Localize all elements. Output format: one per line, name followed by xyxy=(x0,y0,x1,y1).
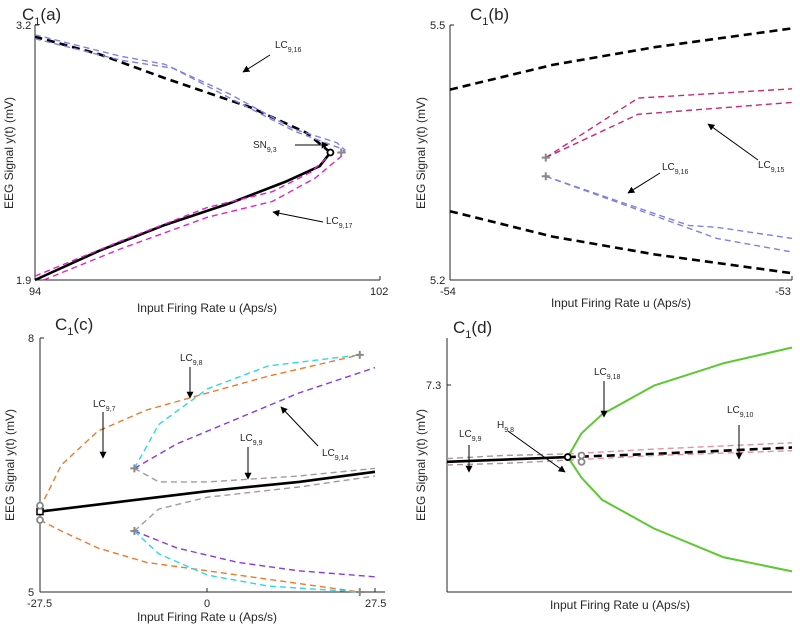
arrow-c-lc914 xyxy=(280,406,319,447)
panel-a-axes xyxy=(34,25,380,281)
panel-c-marker-3 xyxy=(130,464,139,473)
panel-b-plot xyxy=(449,27,793,275)
panel-b-ytick-top: 5.5 xyxy=(430,20,445,32)
panel-a-series-5 xyxy=(34,149,338,277)
panel-a-xtick-right: 102 xyxy=(370,286,388,298)
panel-c-series-6 xyxy=(133,530,360,593)
panel-a-series-3 xyxy=(34,34,346,152)
panel-d-ytick: 7.3 xyxy=(426,380,441,392)
arrow-b-lc916 xyxy=(627,172,661,194)
panel-c-series-4 xyxy=(134,530,376,578)
panel-b-marker-1 xyxy=(541,172,550,181)
label-c-lc97: LC9,7 xyxy=(93,399,116,413)
panel-d-series-6 xyxy=(566,346,793,573)
panel-c-series-1 xyxy=(39,354,360,509)
label-b-lc916: LC9,16 xyxy=(662,162,689,176)
panel-d-series-0 xyxy=(446,455,568,464)
panel-d-series-3 xyxy=(446,459,568,466)
label-b-lc915: LC9,15 xyxy=(758,160,785,174)
panel-b-series-2 xyxy=(545,101,793,159)
label-c-lc98: LC9,8 xyxy=(180,353,203,367)
panel-d-title: C1(d) xyxy=(453,318,492,341)
panel-c-xlabel: Input Firing Rate u (Aps/s) xyxy=(137,610,277,624)
panel-a-plot xyxy=(34,34,346,282)
panel-a-title: C1(a) xyxy=(22,5,61,28)
panel-b-series-1 xyxy=(449,209,793,275)
label-d-lc918: LC9,18 xyxy=(594,367,621,381)
panel-a-series-0 xyxy=(34,151,332,282)
panel-c-xtick-mid: 0 xyxy=(204,598,210,610)
panel-a-ytick-top: 3.2 xyxy=(16,20,31,32)
panel-c-series-0 xyxy=(39,470,376,513)
panel-b-xlabel: Input Firing Rate u (Aps/s) xyxy=(551,296,691,310)
panel-c-xtick-left: -27.5 xyxy=(27,598,52,610)
panel-d-series-1 xyxy=(567,446,793,459)
arrow-a-lc916 xyxy=(242,54,271,73)
panel-b-series-3 xyxy=(545,88,793,159)
label-d-h98: H9,8 xyxy=(497,420,514,434)
panel-a-ytick-bottom: 1.9 xyxy=(16,275,31,287)
panel-c-ytick-bottom: 5 xyxy=(28,587,34,599)
panel-c-axes xyxy=(39,338,385,593)
panel-c-marker-5 xyxy=(355,350,364,359)
panel-d-marker-1 xyxy=(577,451,586,460)
label-a-lc917: LC9,17 xyxy=(326,216,353,230)
panel-a-marker-1 xyxy=(337,148,346,157)
annotation-arrows xyxy=(99,54,759,480)
panel-b-title: C1(b) xyxy=(470,5,509,28)
arrow-d-h98 xyxy=(507,430,566,473)
panel-a-series-1 xyxy=(34,35,332,154)
panel-b-xtick-right: -53 xyxy=(775,286,791,298)
panel-a-xtick-left: 94 xyxy=(29,286,41,298)
label-a-lc916: LC9,16 xyxy=(275,40,302,54)
panel-d-xlabel: Input Firing Rate u (Aps/s) xyxy=(550,598,690,612)
panel-c-series-5 xyxy=(133,354,360,469)
panel-c-series-7 xyxy=(134,467,376,483)
panel-b-ylabel: EEG Signal y(t) (mV) xyxy=(414,97,428,209)
panel-c-ytick-top: 8 xyxy=(28,333,34,345)
panel-c-marker-2 xyxy=(36,516,44,524)
panel-b-marker-0 xyxy=(541,153,550,162)
panel-c-xtick-right: 27.5 xyxy=(365,598,386,610)
panel-b-series-4 xyxy=(545,175,793,253)
arrow-a-lc917 xyxy=(272,209,324,223)
label-c-lc99: LC9,9 xyxy=(240,433,263,447)
panel-c-marker-1 xyxy=(36,501,44,510)
panel-c-series-2 xyxy=(39,519,360,593)
panel-d-marker-0 xyxy=(563,453,572,461)
panel-c-marker-6 xyxy=(355,588,364,596)
panel-b-ytick-bottom: 5.2 xyxy=(430,275,445,287)
arrow-b-lc915 xyxy=(707,123,759,161)
panel-c-series-3 xyxy=(134,366,376,470)
panel-d-marker-2 xyxy=(577,457,586,466)
panel-c-title: C1(c) xyxy=(55,315,93,338)
panel-b-series-5 xyxy=(545,175,793,240)
panel-a-series-2 xyxy=(34,38,346,154)
panel-d-plot xyxy=(446,346,793,573)
label-d-lc910: LC9,10 xyxy=(727,405,754,419)
panel-c-plot xyxy=(36,350,376,596)
panel-c-marker-4 xyxy=(130,527,139,536)
panel-b-series-0 xyxy=(449,27,793,91)
panel-d-series-2 xyxy=(446,453,568,460)
panel-c-ylabel: EEG Signal y(t) (mV) xyxy=(3,409,17,521)
panel-c-series-8 xyxy=(133,475,376,532)
panel-b-axes xyxy=(449,25,792,281)
panel-a-xlabel: Input Firing Rate u (Aps/s) xyxy=(137,301,277,315)
label-c-lc914: LC9,14 xyxy=(322,448,349,462)
panel-a-marker-0 xyxy=(326,148,335,157)
panel-d-ylabel: EEG Signal y(t) (mV) xyxy=(414,409,428,521)
panel-b-xtick-left: -54 xyxy=(440,286,456,298)
label-a-sn93: SN9,3 xyxy=(253,140,277,154)
panel-a-ylabel: EEG Signal y(t) (mV) xyxy=(2,97,16,209)
label-d-lc99: LC9,9 xyxy=(459,429,482,443)
